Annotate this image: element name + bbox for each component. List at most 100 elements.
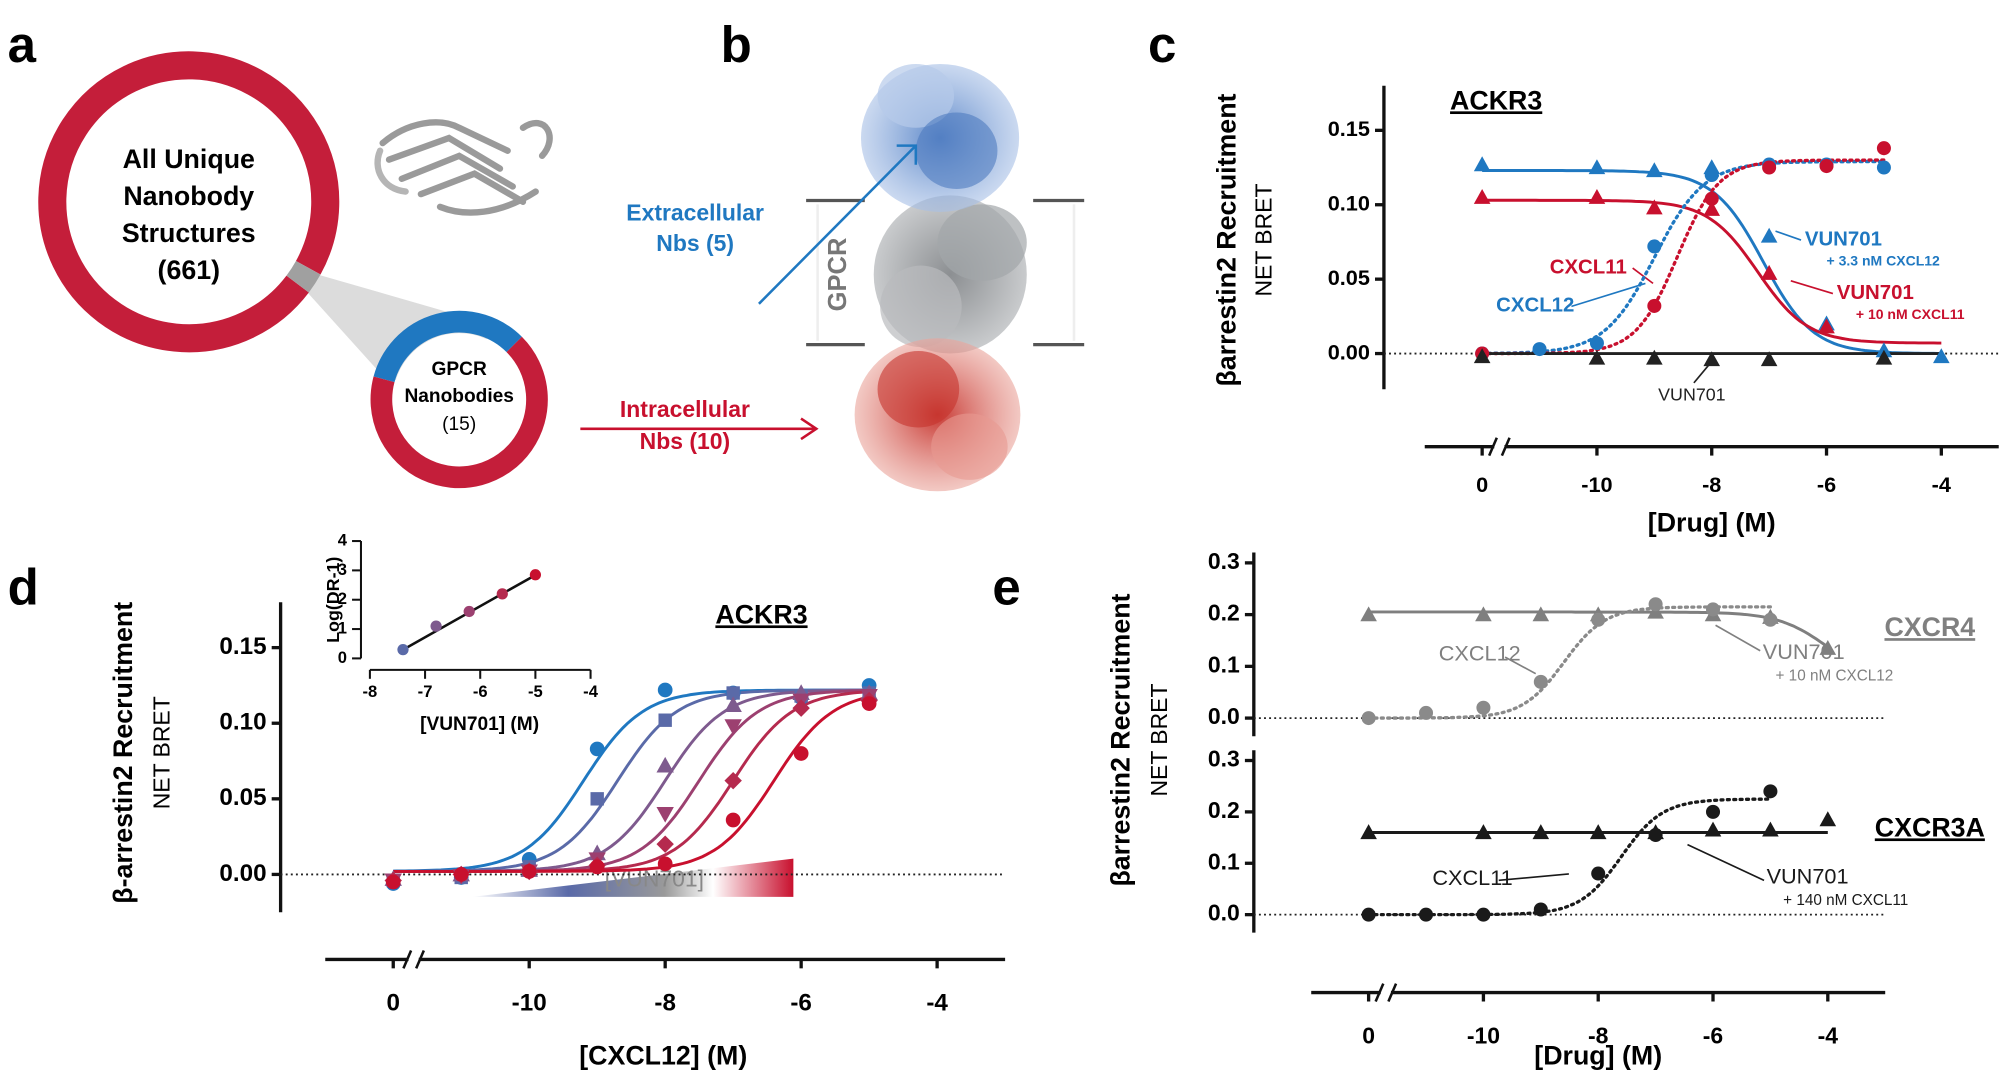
donut-text: All Unique	[123, 144, 255, 174]
data-point	[1819, 639, 1837, 655]
panel-label: e	[992, 558, 1020, 615]
data-point	[724, 696, 742, 713]
y-tick-label: 0.2	[1208, 600, 1240, 626]
y-tick-label: 0.0	[1208, 900, 1240, 926]
axis-break	[1387, 983, 1398, 1003]
gpcr-label: GPCR	[824, 238, 852, 312]
data-point	[1876, 141, 1891, 156]
data-point	[1646, 162, 1663, 178]
y-tick-label: 0.00	[1328, 339, 1370, 364]
data-point	[1703, 200, 1721, 216]
data-point	[861, 696, 877, 711]
data-point	[1476, 907, 1491, 922]
data-point	[1647, 239, 1662, 254]
data-point	[397, 643, 409, 656]
data-point	[1476, 700, 1491, 715]
data-point	[1532, 606, 1550, 622]
chart-title: ACKR3	[1450, 85, 1542, 115]
series-label: CXCL11	[1550, 256, 1627, 278]
y-axis-label: β-arrestin2 Recruitment	[108, 602, 138, 904]
data-point	[1589, 336, 1604, 351]
series-label: CXCL12	[1439, 640, 1521, 665]
region-label: Extracellular	[626, 200, 764, 226]
data-point	[1360, 824, 1377, 840]
donut-group	[38, 51, 548, 489]
data-point	[657, 856, 673, 872]
data-point	[724, 771, 742, 790]
x-tick-label: -7	[418, 682, 433, 701]
data-point	[1763, 784, 1778, 799]
data-point	[1591, 866, 1606, 881]
panel-label: d	[8, 558, 39, 615]
x-axis-label: [CXCL12] (M)	[579, 1041, 747, 1071]
data-point	[1419, 907, 1434, 922]
x-axis-label: [Drug] (M)	[1648, 508, 1776, 538]
y-axis-sublabel: NET BRET	[1250, 184, 1276, 297]
y-tick-label: 0.10	[1328, 190, 1370, 215]
gpcr-structure	[854, 64, 1027, 492]
data-point	[1705, 804, 1721, 819]
data-point	[1533, 674, 1548, 689]
data-point	[496, 588, 508, 600]
fit-curve	[393, 695, 870, 873]
data-point	[385, 874, 401, 890]
axis-break	[415, 949, 426, 969]
axis-break-gap	[1380, 984, 1391, 1001]
data-point	[1933, 348, 1950, 364]
x-tick-label: -6	[1703, 1022, 1723, 1048]
y-tick-label: 0.2	[1208, 797, 1240, 823]
x-tick-label: -10	[1581, 472, 1612, 497]
axis-break-gap	[408, 951, 419, 968]
data-point	[656, 835, 674, 853]
donut-text: Nanobody	[123, 181, 254, 211]
data-point	[1473, 156, 1491, 172]
data-point	[1591, 612, 1606, 627]
data-point	[792, 699, 810, 717]
data-point	[1646, 349, 1663, 365]
data-point	[589, 859, 605, 875]
data-point	[1705, 602, 1721, 617]
data-point	[1819, 811, 1837, 827]
y-tick-label: 0.3	[1208, 548, 1240, 574]
x-tick-label: -8	[363, 682, 378, 701]
data-point	[1588, 189, 1606, 204]
series-label: VUN701	[1658, 384, 1726, 404]
series-note: + 10 nM CXCL12	[1776, 667, 1894, 684]
data-point	[1704, 167, 1719, 182]
data-point	[724, 719, 742, 735]
data-point	[1647, 298, 1662, 313]
x-tick-label: -8	[654, 989, 676, 1016]
donut-text: Nanobodies	[404, 386, 513, 407]
x-tick-label: -8	[1588, 1022, 1609, 1048]
data-point	[521, 864, 537, 879]
data-point	[1875, 349, 1893, 365]
y-tick-label: 0.10	[219, 709, 266, 736]
membrane	[806, 198, 1085, 347]
y-axis-label: Log(DR-1)	[323, 557, 343, 643]
donut-segment	[373, 310, 522, 383]
fit-curve	[1366, 605, 1773, 720]
data-point	[1532, 824, 1550, 840]
x-tick-label: -10	[512, 989, 547, 1016]
x-tick-label: -4	[583, 682, 599, 701]
x-tick-label: 0	[1476, 472, 1488, 497]
data-point	[529, 569, 542, 581]
data-point	[1589, 824, 1607, 840]
x-tick-label: -4	[926, 989, 948, 1016]
y-axis-sublabel: NET BRET	[1146, 684, 1172, 797]
data-point	[1473, 348, 1491, 364]
data-point	[1762, 821, 1779, 837]
x-tick-label: -5	[528, 682, 543, 701]
y-tick-label: 0.15	[1328, 116, 1370, 141]
donut-segment	[370, 336, 548, 489]
y-tick-label: 0.05	[219, 784, 266, 811]
x-tick-label: -6	[1817, 472, 1836, 497]
data-point	[1360, 606, 1377, 622]
series-label: VUN701	[1805, 228, 1882, 250]
data-point	[1646, 199, 1663, 215]
donut-segment	[286, 260, 321, 293]
panel-label: c	[1148, 16, 1176, 73]
data-point	[1648, 597, 1663, 612]
donut-segment	[38, 51, 340, 353]
